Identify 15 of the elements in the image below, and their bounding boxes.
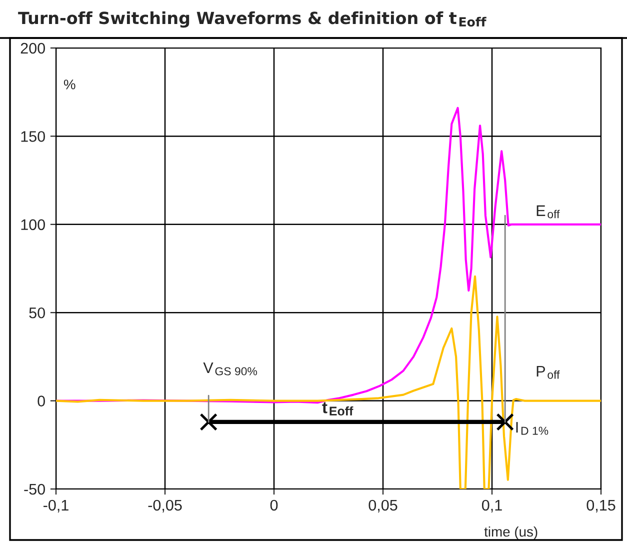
y-tick-label: 150 [21,131,45,142]
y-tick-label: 50 [29,307,45,318]
x-axis-title: time (us) [484,526,538,540]
y-tick-label: 0 [38,396,45,406]
x-tick-label: 0,05 [368,500,398,512]
x-tick-label: -0,05 [148,500,182,512]
y-tick-label: 100 [21,219,45,230]
x-tick-label: -0,1 [44,500,68,512]
x-tick-label: 0,15 [586,500,616,512]
y-axis-title: % [64,80,76,90]
chart-title: Turn-off Switching Waveforms & definition of tEoff [18,11,486,28]
x-tick-label: 0 [270,500,278,511]
x-tick-label: 0,1 [482,500,502,512]
y-tick-label: -50 [24,484,45,495]
y-tick-label: 200 [20,42,45,54]
